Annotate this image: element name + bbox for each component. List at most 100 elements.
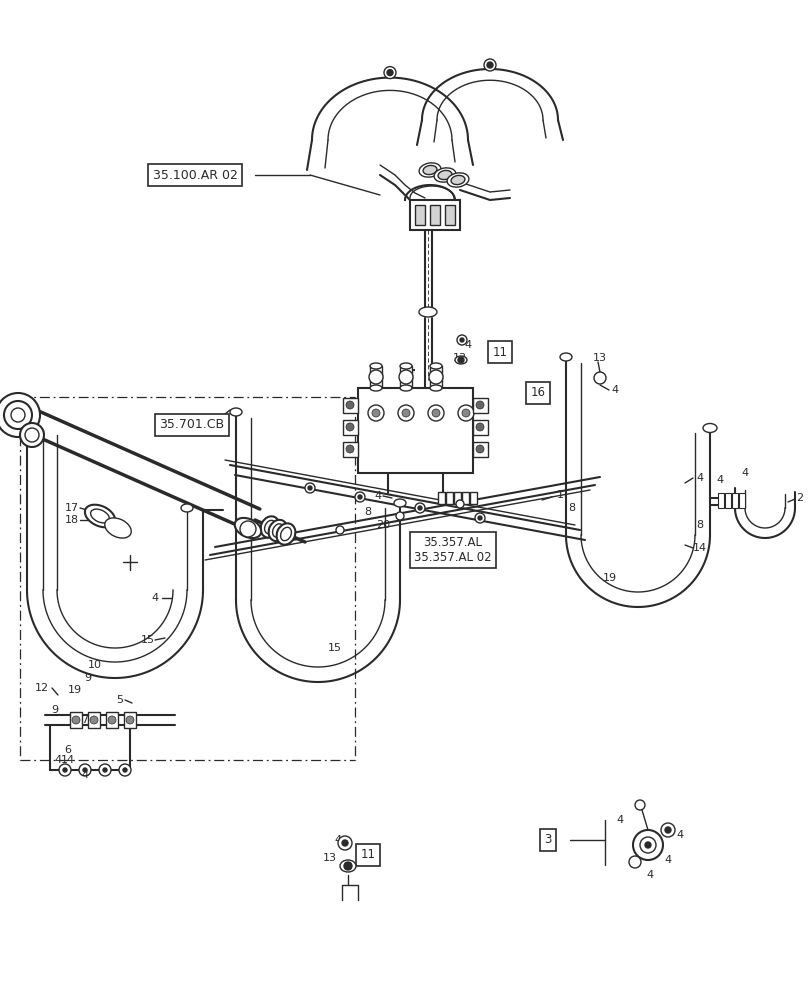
Text: 17: 17 bbox=[65, 503, 79, 513]
Text: 14: 14 bbox=[692, 543, 706, 553]
Bar bbox=[342, 420, 358, 435]
Text: 9: 9 bbox=[84, 673, 92, 683]
Text: 13: 13 bbox=[323, 853, 337, 863]
Circle shape bbox=[384, 67, 396, 79]
Ellipse shape bbox=[181, 504, 193, 512]
Text: 4: 4 bbox=[715, 475, 723, 485]
Text: 4: 4 bbox=[676, 830, 683, 840]
Text: 8: 8 bbox=[364, 507, 371, 517]
Bar bbox=[370, 366, 381, 388]
Circle shape bbox=[396, 512, 404, 520]
Circle shape bbox=[418, 506, 422, 510]
Circle shape bbox=[487, 62, 492, 68]
Text: 4: 4 bbox=[464, 340, 471, 350]
Text: 4: 4 bbox=[334, 835, 341, 845]
Circle shape bbox=[240, 521, 255, 537]
Text: 1: 1 bbox=[556, 490, 563, 500]
Circle shape bbox=[474, 513, 484, 523]
Circle shape bbox=[367, 405, 384, 421]
Circle shape bbox=[633, 830, 663, 860]
Circle shape bbox=[345, 423, 354, 431]
Circle shape bbox=[90, 716, 98, 724]
Circle shape bbox=[307, 486, 311, 490]
Bar bbox=[70, 712, 82, 728]
Circle shape bbox=[475, 445, 483, 453]
Circle shape bbox=[397, 405, 414, 421]
Circle shape bbox=[639, 837, 655, 853]
Text: 15: 15 bbox=[328, 643, 341, 653]
Circle shape bbox=[387, 70, 393, 76]
Ellipse shape bbox=[423, 165, 436, 175]
Ellipse shape bbox=[105, 518, 131, 538]
Circle shape bbox=[644, 842, 650, 848]
Text: 5: 5 bbox=[116, 695, 123, 705]
Circle shape bbox=[59, 764, 71, 776]
Ellipse shape bbox=[272, 524, 283, 537]
Ellipse shape bbox=[268, 520, 287, 541]
Bar bbox=[473, 420, 487, 435]
Bar bbox=[473, 442, 487, 457]
Text: 20: 20 bbox=[375, 520, 389, 530]
Bar bbox=[461, 492, 469, 504]
Text: 13: 13 bbox=[453, 353, 466, 363]
Text: 16: 16 bbox=[530, 386, 545, 399]
Bar bbox=[414, 205, 424, 225]
Circle shape bbox=[629, 856, 640, 868]
Text: 19: 19 bbox=[603, 573, 616, 583]
Ellipse shape bbox=[230, 408, 242, 416]
Bar bbox=[470, 492, 476, 504]
Text: 4: 4 bbox=[616, 815, 623, 825]
Circle shape bbox=[354, 492, 365, 502]
Circle shape bbox=[345, 401, 354, 409]
Circle shape bbox=[83, 768, 87, 772]
Bar bbox=[410, 200, 460, 230]
Text: 2: 2 bbox=[796, 493, 803, 503]
Circle shape bbox=[20, 423, 44, 447]
Ellipse shape bbox=[437, 170, 452, 180]
Text: 3: 3 bbox=[543, 833, 551, 846]
Circle shape bbox=[660, 823, 674, 837]
Text: 18: 18 bbox=[65, 515, 79, 525]
Circle shape bbox=[664, 827, 670, 833]
Ellipse shape bbox=[393, 499, 406, 507]
Ellipse shape bbox=[91, 509, 109, 523]
Circle shape bbox=[337, 836, 351, 850]
Circle shape bbox=[460, 338, 463, 342]
Text: 11: 11 bbox=[492, 346, 507, 359]
Text: 35.100.AR 02: 35.100.AR 02 bbox=[152, 169, 237, 182]
Circle shape bbox=[11, 408, 25, 422]
Text: 4: 4 bbox=[54, 755, 62, 765]
Circle shape bbox=[119, 764, 131, 776]
Ellipse shape bbox=[447, 173, 468, 187]
Circle shape bbox=[475, 423, 483, 431]
Text: 4: 4 bbox=[696, 473, 702, 483]
Circle shape bbox=[475, 401, 483, 409]
Circle shape bbox=[414, 503, 424, 513]
Bar bbox=[731, 493, 737, 508]
Bar bbox=[724, 493, 730, 508]
Text: 11: 11 bbox=[360, 848, 375, 861]
Circle shape bbox=[103, 768, 107, 772]
Bar bbox=[738, 493, 744, 508]
Text: 4: 4 bbox=[81, 770, 88, 780]
Circle shape bbox=[108, 716, 116, 724]
Circle shape bbox=[401, 409, 410, 417]
Circle shape bbox=[358, 495, 362, 499]
Bar bbox=[342, 398, 358, 413]
Circle shape bbox=[126, 716, 134, 724]
Circle shape bbox=[72, 716, 80, 724]
Text: 10: 10 bbox=[88, 660, 102, 670]
Ellipse shape bbox=[370, 363, 381, 369]
Text: 13: 13 bbox=[592, 353, 607, 363]
Bar bbox=[473, 398, 487, 413]
Text: 35.357.AL
35.357.AL 02: 35.357.AL 35.357.AL 02 bbox=[414, 536, 491, 564]
Text: 14: 14 bbox=[61, 755, 75, 765]
Text: 15: 15 bbox=[141, 635, 155, 645]
Ellipse shape bbox=[281, 527, 291, 541]
Circle shape bbox=[457, 405, 474, 421]
Ellipse shape bbox=[368, 370, 383, 384]
Ellipse shape bbox=[400, 363, 411, 369]
Text: 7: 7 bbox=[81, 715, 88, 725]
Text: 9: 9 bbox=[51, 705, 58, 715]
Ellipse shape bbox=[430, 363, 441, 369]
